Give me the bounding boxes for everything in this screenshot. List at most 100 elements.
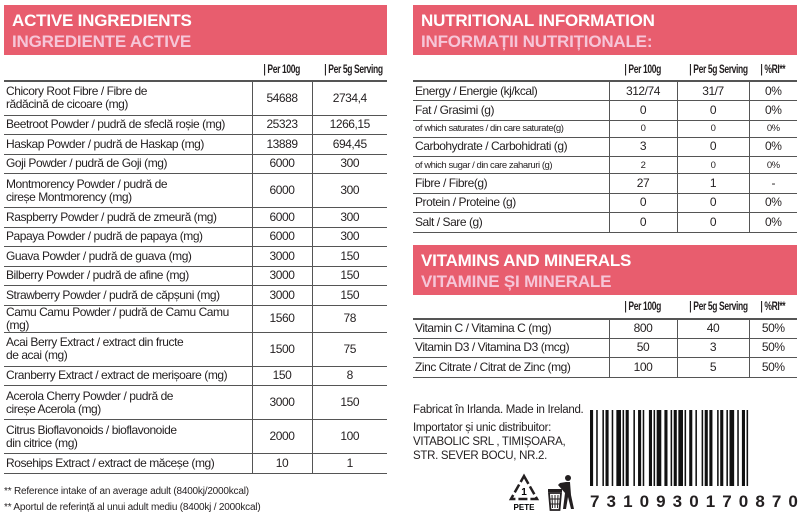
row-value: 6000	[251, 227, 312, 247]
left-column: ACTIVE INGREDIENTS INGREDIENTE ACTIVE | …	[4, 5, 387, 516]
barcode-bar	[656, 410, 662, 486]
row-value: 50%	[748, 338, 797, 358]
row-value: 50%	[748, 318, 797, 339]
footnote-ro: ** Aportul de referință al unui adult me…	[4, 501, 261, 513]
barcode-bar	[664, 410, 668, 486]
barcode-bar	[616, 410, 621, 486]
row-value: 0	[676, 156, 749, 174]
row-value: -	[748, 173, 797, 194]
row-value: 0%	[748, 81, 797, 101]
row-label: Fat / Grasimi (g)	[413, 100, 609, 121]
row-label: Strawberry Powder / pudră de căpșuni (mg…	[4, 285, 252, 306]
barcode-bar	[701, 410, 704, 486]
row-value: 312/74	[608, 81, 677, 101]
row-label: Goji Powder / pudră de Goji (mg)	[4, 154, 252, 174]
row-value: 0%	[748, 100, 797, 121]
nutrition-title-ro: INFORMAȚII NUTRIȚIONALE:	[421, 32, 653, 51]
origin-text: Fabricat în Irlanda. Made in Ireland.	[413, 404, 584, 416]
barcode-bar	[720, 410, 724, 486]
barcode-bar	[611, 410, 614, 486]
row-value: 800	[608, 318, 677, 339]
row-value: 75	[311, 332, 387, 367]
barcode-bar	[633, 410, 635, 486]
row-label: Vitamin C / Vitamina C (mg)	[413, 318, 609, 339]
row-value: 150	[251, 366, 312, 386]
table-row: Cranberry Extract / extract de merișoare…	[4, 366, 387, 386]
column-header: | Per 100g	[252, 60, 312, 82]
row-value: 13889	[251, 134, 312, 155]
column-header-label: | Per 5g Serving	[689, 301, 748, 313]
right-column: NUTRITIONAL INFORMATION INFORMAȚII NUTRI…	[413, 5, 797, 378]
row-label: of which saturates / din care saturate(g…	[413, 120, 609, 138]
row-value: 100	[608, 357, 677, 378]
table-row: Fat / Grasimi (g) 0 0 0%	[413, 100, 797, 121]
column-header-label: | %RI**	[760, 63, 786, 76]
row-value: 3000	[251, 285, 312, 306]
table-row: Vitamin D3 / Vitamina D3 (mcg) 50 3 50%	[413, 338, 797, 358]
barcode-bar	[605, 410, 609, 486]
row-value: 150	[311, 266, 387, 286]
barcode-bar	[622, 410, 625, 486]
row-value: 1	[311, 453, 387, 474]
barcode-bar	[737, 410, 739, 486]
row-value: 0%	[748, 212, 797, 233]
vitamins-title-ro: VITAMINE ȘI MINERALE	[421, 271, 612, 291]
row-value: 0	[676, 120, 749, 138]
row-value: 10	[251, 453, 312, 474]
barcode-digit: 8	[755, 492, 765, 511]
table-row: Camu Camu Powder / pudră de Camu Camu (m…	[4, 305, 387, 333]
barcode-bar	[729, 410, 735, 486]
barcode-bar	[670, 410, 673, 486]
table-row: Beetroot Powder / pudră de sfeclă roșie …	[4, 115, 387, 135]
barcode	[590, 410, 749, 486]
table-row: Chicory Root Fibre / Fibre de rădăcină d…	[4, 81, 387, 116]
table-row: Acerola Cherry Powder / pudră de cireșe …	[4, 385, 387, 420]
barcode-bar	[678, 410, 683, 486]
row-label: Guava Powder / pudră de guava (mg)	[4, 246, 252, 267]
barcode-digit: 7	[771, 492, 782, 511]
row-label: Vitamin D3 / Vitamina D3 (mcg)	[413, 338, 609, 358]
row-label: Carbohydrate / Carbohidrati (g)	[413, 137, 609, 157]
table-row: Zinc Citrate / Citrat de Zinc (mg) 100 5 50…	[413, 357, 797, 378]
barcode-bar	[673, 410, 677, 486]
tidyman-bin-icon	[548, 475, 574, 511]
table-row: Fibre / Fibre(g) 27 1-	[413, 173, 797, 194]
row-label: Energy / Energie (kj/kcal)	[413, 81, 609, 101]
barcode-bar	[653, 410, 656, 486]
nutrition-title-en: NUTRITIONAL INFORMATION	[421, 11, 655, 30]
row-value: 0	[676, 100, 749, 121]
row-value: 0%	[748, 137, 797, 157]
barcode-digit: 0	[689, 492, 699, 511]
barcode-bar	[625, 410, 629, 486]
barcode-digit: 1	[705, 492, 716, 511]
row-value: 3000	[251, 266, 312, 286]
row-value: 300	[311, 207, 387, 228]
row-value: 2000	[251, 419, 312, 454]
table-row: Montmorency Powder / pudră de cireșe Mon…	[4, 173, 387, 208]
nutrition-header: NUTRITIONAL INFORMATION INFORMAȚII NUTRI…	[413, 5, 797, 55]
row-value: 0	[676, 137, 749, 157]
column-header-label: | Per 5g Serving	[689, 63, 748, 76]
row-value: 6000	[251, 173, 312, 208]
vitamins-title-en: VITAMINS AND MINERALS	[421, 250, 632, 270]
row-value: 0	[608, 120, 677, 138]
barcode-bar	[695, 410, 697, 486]
company-name: VITABOLIC SRL , TIMIȘOARA,	[413, 436, 566, 448]
row-label: Cranberry Extract / extract de merișoare…	[4, 366, 252, 386]
row-value: 78	[311, 305, 387, 333]
row-label: Haskap Powder / pudră de Haskap (mg)	[4, 134, 252, 155]
row-value: 0%	[748, 120, 797, 138]
row-label: of which sugar / din care zaharuri (g)	[413, 156, 609, 174]
row-label: Rosehips Extract / extract de măceșe (mg…	[4, 453, 252, 474]
row-value: 31/7	[676, 81, 749, 101]
row-value: 1500	[251, 332, 312, 367]
row-value: 0	[608, 212, 677, 233]
column-header-label: | Per 100g	[624, 63, 662, 76]
table-row: Citrus Bioflavonoids / bioflavonoide din…	[4, 419, 387, 454]
row-value: 1	[676, 173, 749, 194]
barcode-digit: 0	[788, 492, 798, 511]
row-label: Protein / Proteine (g)	[413, 193, 609, 213]
column-header: | %RI**	[749, 60, 797, 82]
row-value: 54688	[251, 81, 312, 116]
